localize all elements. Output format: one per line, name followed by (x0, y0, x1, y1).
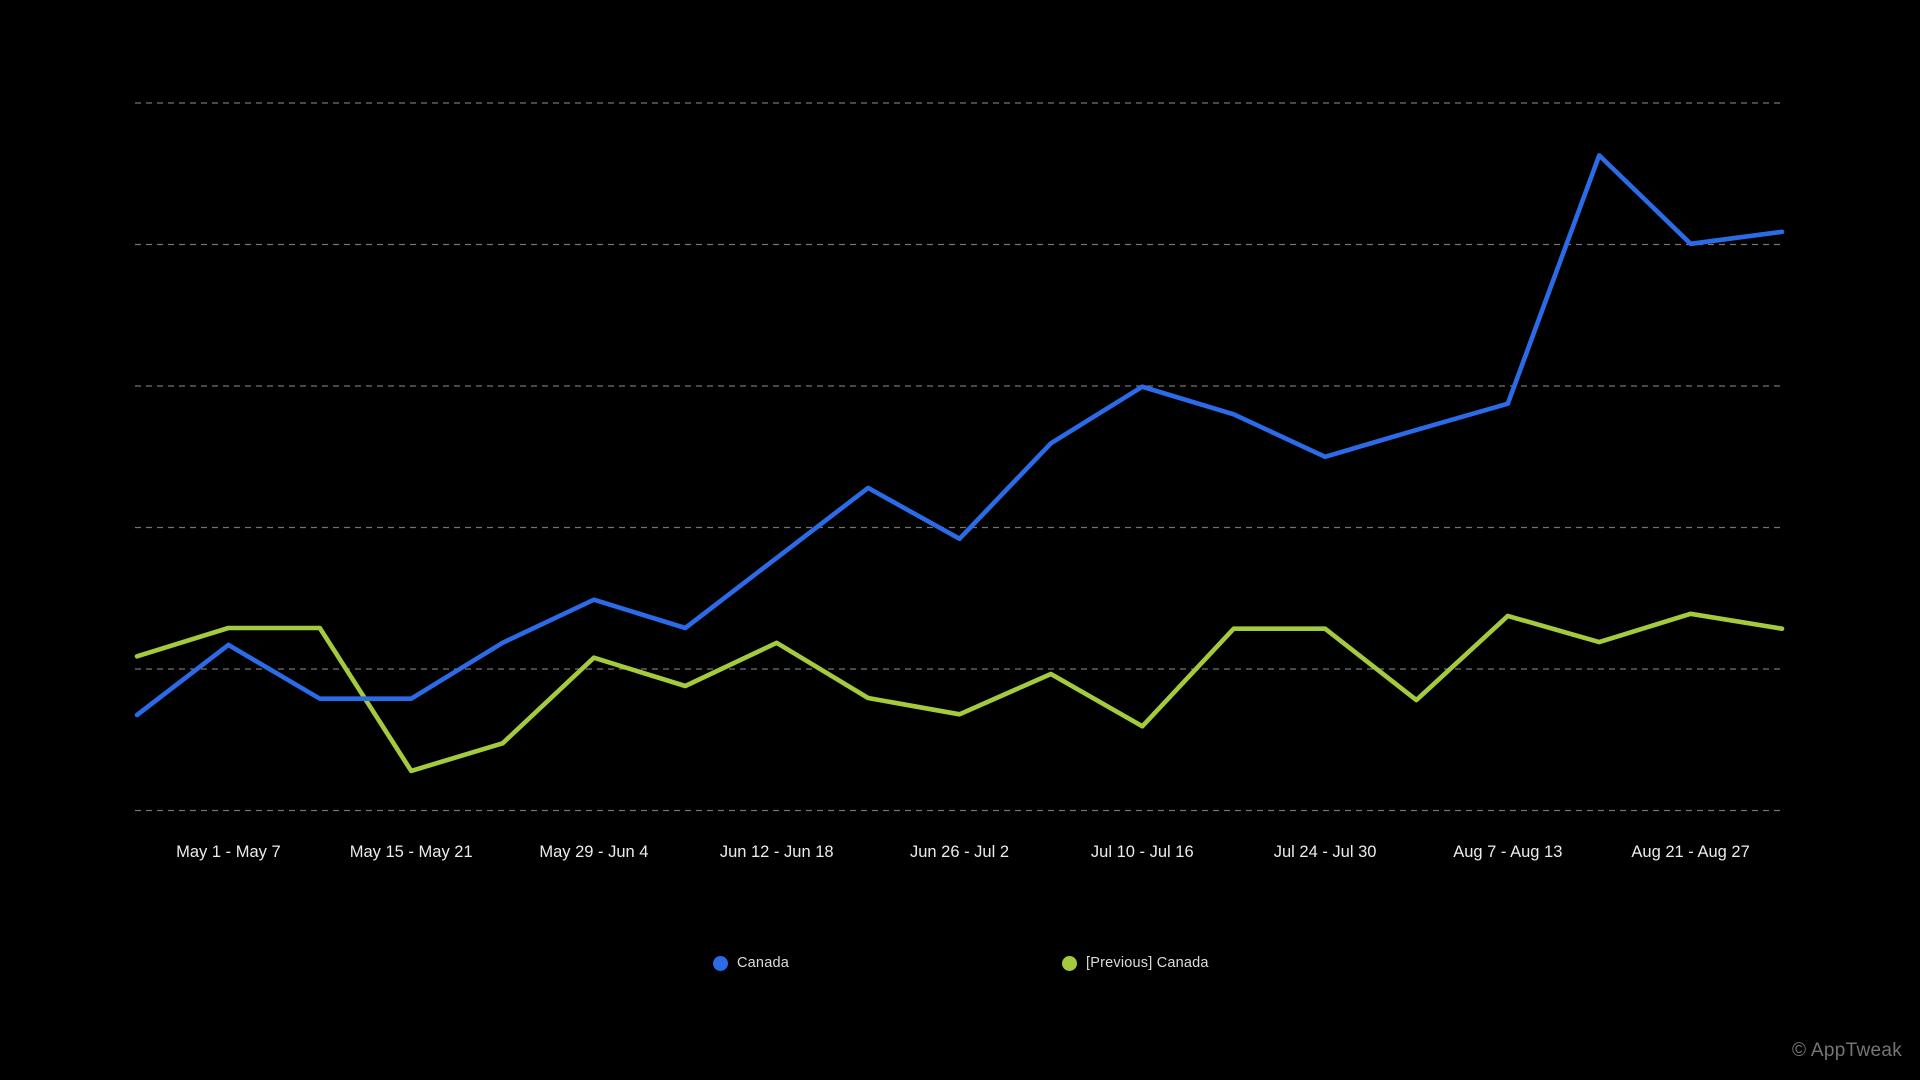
x-axis-label: Jun 26 - Jul 2 (910, 843, 1009, 861)
x-axis-label: Aug 21 - Aug 27 (1631, 843, 1749, 861)
x-axis-label: Jun 12 - Jun 18 (720, 843, 834, 861)
x-axis-label: Jul 10 - Jul 16 (1091, 843, 1194, 861)
legend-dot-previous-canada-icon (1062, 955, 1077, 971)
x-axis-label: May 15 - May 21 (350, 843, 473, 861)
legend-dot-canada-icon (713, 955, 728, 971)
legend-item-canada[interactable]: Canada (713, 950, 789, 976)
legend-label-canada: Canada (737, 955, 789, 971)
x-axis-label: Jul 24 - Jul 30 (1274, 843, 1377, 861)
legend-item-previous-canada[interactable]: [Previous] Canada (1062, 950, 1209, 976)
apptweak-watermark: © AppTweak (1792, 1040, 1902, 1061)
legend-label-previous-canada: [Previous] Canada (1086, 955, 1209, 971)
legend: Canada [Previous] Canada (0, 950, 1920, 976)
x-axis-label: May 1 - May 7 (176, 843, 281, 861)
series-line-previous-canada[interactable] (134, 611, 1785, 774)
x-axis-label: May 29 - Jun 4 (539, 843, 648, 861)
series-line-canada[interactable] (134, 153, 1785, 718)
x-axis-label: Aug 7 - Aug 13 (1453, 843, 1562, 861)
